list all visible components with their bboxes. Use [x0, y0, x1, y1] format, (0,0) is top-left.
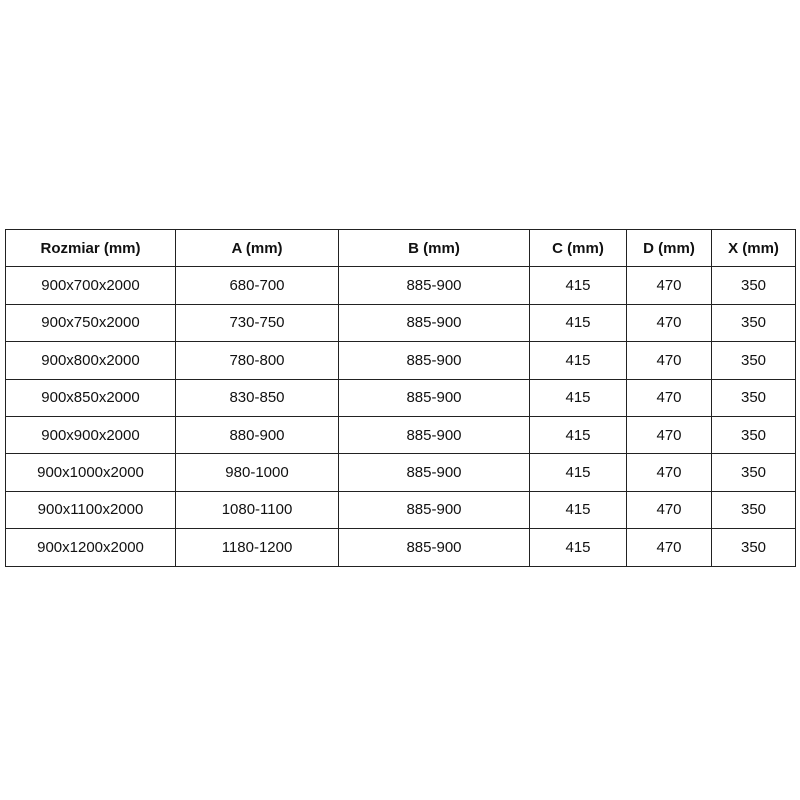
table-row: 900x700x2000 680-700 885-900 415 470 350 — [5, 266, 796, 305]
table-cell: 470 — [626, 415, 712, 455]
table-cell: 900x900x2000 — [5, 415, 176, 455]
table-cell: 900x800x2000 — [5, 341, 176, 380]
table-cell: 900x850x2000 — [5, 378, 176, 417]
table-row: 900x1100x2000 1080-1100 885-900 415 470 350 — [5, 490, 796, 530]
table-cell: 885-900 — [338, 490, 530, 530]
table-cell: 900x750x2000 — [5, 303, 176, 343]
table-cell: 885-900 — [338, 266, 530, 305]
column-header: D (mm) — [626, 228, 712, 268]
dimensions-table: Rozmiar (mm) A (mm) B (mm) C (mm) D (mm) X (m… — [5, 228, 796, 567]
table-cell: 900x1100x2000 — [5, 490, 176, 530]
table-cell: 415 — [529, 266, 627, 305]
table-cell: 350 — [711, 415, 796, 455]
table-cell: 415 — [529, 341, 627, 380]
table-cell: 350 — [711, 490, 796, 530]
table-cell: 900x1000x2000 — [5, 453, 176, 492]
table-cell: 885-900 — [338, 303, 530, 343]
table-cell: 830-850 — [175, 378, 339, 417]
table-cell: 470 — [626, 341, 712, 380]
table-cell: 470 — [626, 266, 712, 305]
table-cell: 350 — [711, 266, 796, 305]
table-cell: 1080-1100 — [175, 490, 339, 530]
table-cell: 880-900 — [175, 415, 339, 455]
table-cell: 415 — [529, 378, 627, 417]
table-row: 900x1000x2000 980-1000 885-900 415 470 350 — [5, 453, 796, 492]
table-cell: 470 — [626, 453, 712, 492]
table-row: 900x800x2000 780-800 885-900 415 470 350 — [5, 341, 796, 380]
table-row: 900x900x2000 880-900 885-900 415 470 350 — [5, 415, 796, 455]
table-cell: 350 — [711, 528, 796, 567]
table-cell: 415 — [529, 415, 627, 455]
table-cell: 470 — [626, 378, 712, 417]
column-header: C (mm) — [529, 228, 627, 268]
table-cell: 885-900 — [338, 528, 530, 567]
table-row: 900x850x2000 830-850 885-900 415 470 350 — [5, 378, 796, 417]
column-header: A (mm) — [175, 228, 339, 268]
table-cell: 415 — [529, 453, 627, 492]
table-cell: 350 — [711, 341, 796, 380]
table-cell: 350 — [711, 453, 796, 492]
table-cell: 1180-1200 — [175, 528, 339, 567]
table-cell: 900x1200x2000 — [5, 528, 176, 567]
table-cell: 415 — [529, 303, 627, 343]
column-header: Rozmiar (mm) — [5, 228, 176, 268]
table-row: 900x750x2000 730-750 885-900 415 470 350 — [5, 303, 796, 343]
table-cell: 980-1000 — [175, 453, 339, 492]
table-cell: 885-900 — [338, 415, 530, 455]
column-header: X (mm) — [711, 228, 796, 268]
table-cell: 350 — [711, 378, 796, 417]
table-cell: 885-900 — [338, 378, 530, 417]
table-cell: 470 — [626, 490, 712, 530]
table-cell: 350 — [711, 303, 796, 343]
column-header: B (mm) — [338, 228, 530, 268]
header-row: Rozmiar (mm) A (mm) B (mm) C (mm) D (mm) X (m… — [5, 228, 796, 268]
table-cell: 680-700 — [175, 266, 339, 305]
table-cell: 470 — [626, 303, 712, 343]
table-cell: 415 — [529, 490, 627, 530]
table-cell: 415 — [529, 528, 627, 567]
table-cell: 900x700x2000 — [5, 266, 176, 305]
table-cell: 885-900 — [338, 341, 530, 380]
table-row: 900x1200x2000 1180-1200 885-900 415 470 350 — [5, 528, 796, 567]
table-cell: 730-750 — [175, 303, 339, 343]
table-cell: 470 — [626, 528, 712, 567]
table-cell: 885-900 — [338, 453, 530, 492]
table-cell: 780-800 — [175, 341, 339, 380]
